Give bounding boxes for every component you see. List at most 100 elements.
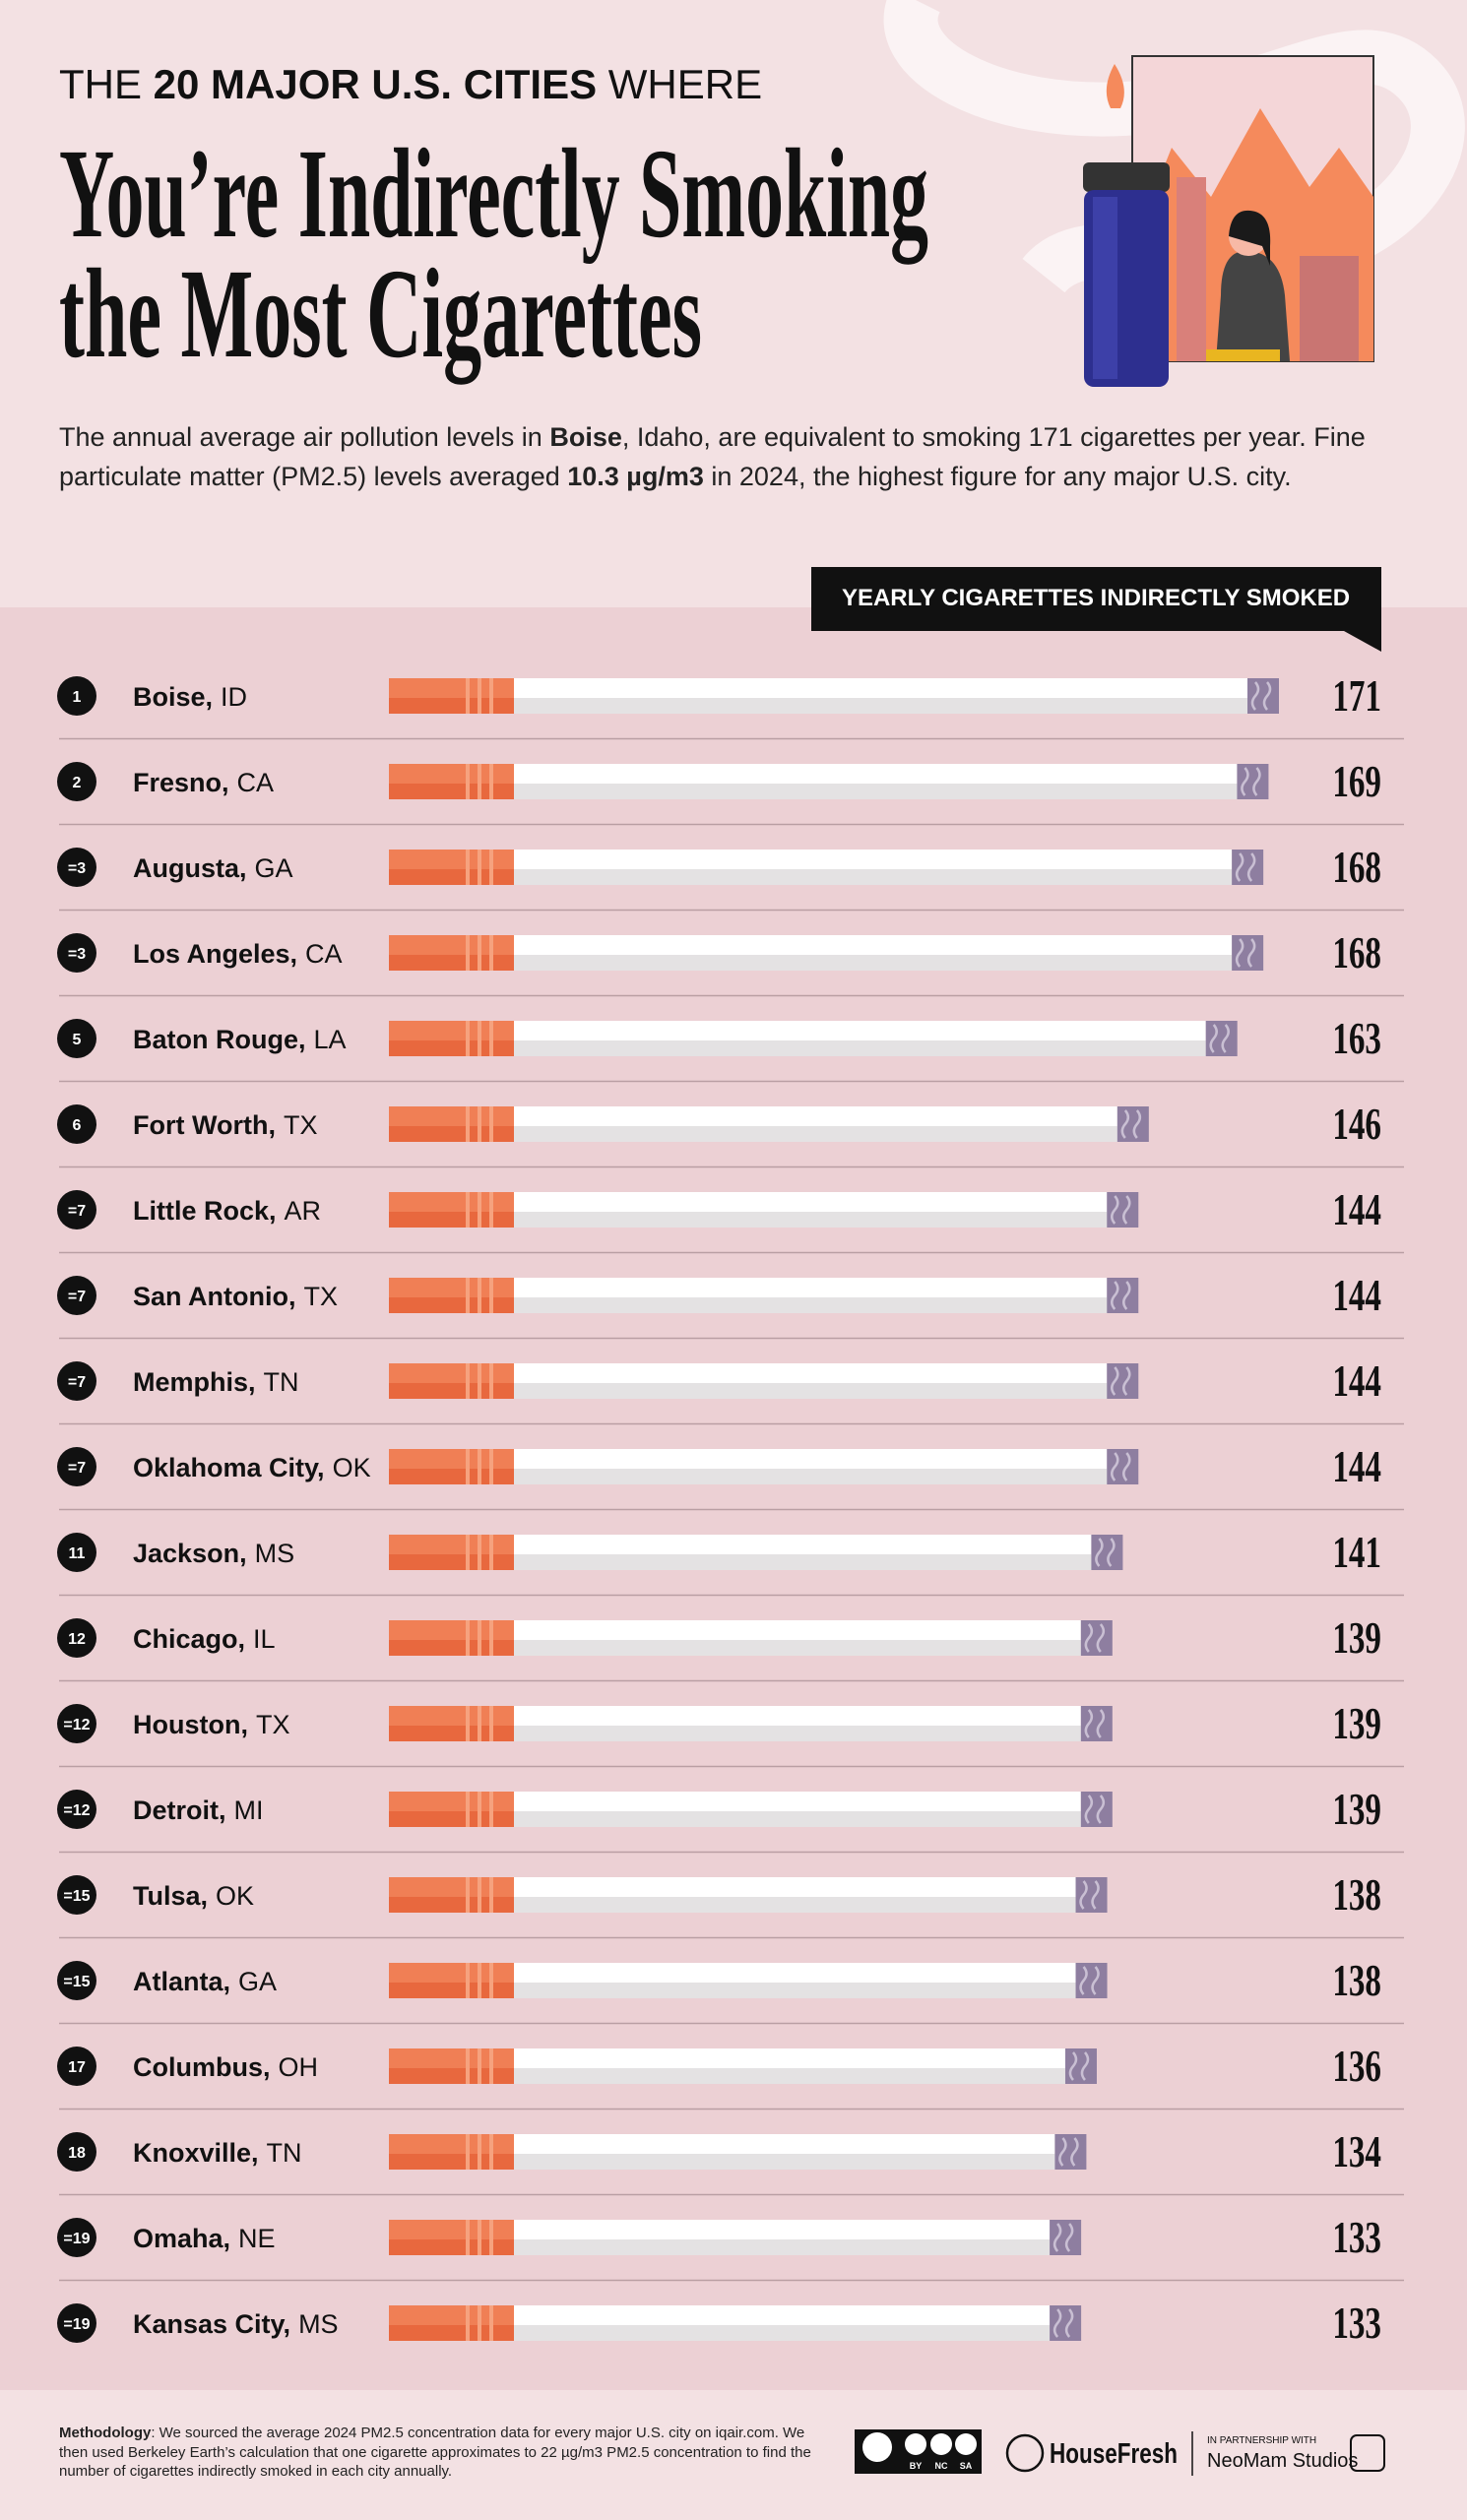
city: Baton Rouge,: [133, 1025, 306, 1054]
filter-stripe: [489, 1192, 493, 1228]
sa-icon: [955, 2433, 977, 2455]
rank-badge: [57, 1190, 96, 1229]
methodology-text: : We sourced the average 2024 PM2.5 conc…: [59, 2425, 811, 2480]
city: Little Rock,: [133, 1196, 277, 1226]
filter-stripe: [489, 678, 493, 714]
cigarette-ash: [1107, 1363, 1139, 1399]
rank-badge: [57, 1875, 96, 1915]
rank-badge: [57, 933, 96, 973]
state: CA: [237, 768, 275, 797]
filter-stripe: [489, 1363, 493, 1399]
filter-stripe: [466, 1106, 470, 1142]
rank-badge: [57, 1104, 96, 1144]
filter-stripe: [489, 1106, 493, 1142]
value-label: 144: [1332, 1441, 1381, 1492]
filter-stripe: [466, 1192, 470, 1228]
filter-stripe: [466, 1278, 470, 1313]
cigarette: [389, 1021, 1238, 1056]
filter-stripe: [478, 1620, 481, 1656]
city: Fort Worth,: [133, 1110, 276, 1140]
title-line: the Most Cigarettes: [59, 243, 702, 385]
state: IL: [253, 1624, 276, 1654]
person-hair: [1229, 210, 1271, 266]
filter-stripe: [466, 1792, 470, 1827]
city: Columbus,: [133, 2052, 271, 2082]
description-bold: Boise: [549, 422, 622, 452]
filter-stripe: [478, 2048, 481, 2084]
rank: 11: [69, 1545, 86, 1562]
cigarette-body-shade: [514, 1811, 1081, 1827]
filter-stripe: [489, 2305, 493, 2341]
license-term: NC: [935, 2461, 948, 2471]
city: Los Angeles,: [133, 939, 297, 969]
rank: =19: [63, 2316, 90, 2333]
cigarette: [389, 2305, 1082, 2341]
value-label: 171: [1332, 670, 1381, 722]
person-body: [1216, 251, 1290, 361]
cigarette-filter-shade: [389, 2068, 514, 2084]
cigarette-filter-shade: [389, 1640, 514, 1656]
cigarette: [389, 850, 1264, 885]
city-label: Chicago, IL: [133, 1624, 276, 1654]
filter-stripe: [478, 1963, 481, 1998]
cigarette: [389, 2220, 1082, 2255]
ash-swirl: [1052, 2308, 1074, 2338]
rank: =3: [68, 860, 86, 877]
cigarette-filter-shade: [389, 1726, 514, 1741]
description-text: in 2024, the highest figure for any majo…: [703, 462, 1292, 491]
ash-swirl: [1058, 2137, 1079, 2167]
cigarette-body-shade: [514, 1383, 1108, 1399]
rank: 6: [73, 1117, 82, 1134]
state: TN: [264, 1367, 299, 1397]
cigarette-filter-shade: [389, 1897, 514, 1913]
cigarette-body-shade: [514, 1297, 1108, 1313]
ash-swirl: [1079, 1966, 1100, 1995]
filter-stripe: [489, 2134, 493, 2170]
cigarette-ash: [1080, 1706, 1113, 1741]
rank-badge: [57, 2218, 96, 2257]
filter-stripe: [478, 1278, 481, 1313]
state: NE: [238, 2224, 276, 2253]
ash-swirl: [1095, 1538, 1116, 1567]
rank: 12: [68, 1631, 86, 1648]
cigarette-filter-shade: [389, 1040, 514, 1056]
filter-stripe: [478, 678, 481, 714]
filter-stripe: [489, 850, 493, 885]
filter-stripe: [489, 1449, 493, 1484]
filter-stripe: [478, 2305, 481, 2341]
state: GA: [255, 853, 293, 883]
filter-stripe: [466, 2134, 470, 2170]
cigarette-ash: [1107, 1449, 1139, 1484]
chart-title: YEARLY CIGARETTES INDIRECTLY SMOKED: [842, 585, 1350, 611]
state: OK: [216, 1881, 254, 1911]
filter-stripe: [466, 1449, 470, 1484]
rank-badge: [57, 762, 96, 801]
cigarette: [389, 1363, 1139, 1399]
ash-swirl: [1209, 1024, 1230, 1053]
cigarette: [389, 1192, 1139, 1228]
city: Jackson,: [133, 1539, 247, 1568]
cigarette-filter-shade: [389, 1126, 514, 1142]
rank-badge: [57, 2047, 96, 2086]
city: Boise,: [133, 682, 213, 712]
cigarette-filter-shade: [389, 2325, 514, 2341]
rank: =3: [68, 946, 86, 963]
description-text: , Idaho, are equivalent to smoking 171 c…: [59, 422, 1366, 491]
city-label: Baton Rouge, LA: [133, 1025, 347, 1054]
state: LA: [314, 1025, 347, 1054]
filter-stripe: [489, 1620, 493, 1656]
brand-icon: [1005, 2433, 1045, 2473]
lighter-shine: [1093, 197, 1117, 379]
badge: [811, 567, 1381, 631]
state: AR: [285, 1196, 322, 1226]
title-line: You’re Indirectly Smoking: [59, 123, 928, 265]
rank: 1: [73, 689, 82, 706]
city-label: Boise, ID: [133, 682, 247, 712]
cigarette: [389, 935, 1264, 971]
license-term: SA: [960, 2461, 973, 2471]
rank-badge: [57, 676, 96, 716]
city-label: Memphis, TN: [133, 1367, 299, 1397]
cc-icon: [862, 2432, 892, 2462]
state: TN: [267, 2138, 302, 2168]
